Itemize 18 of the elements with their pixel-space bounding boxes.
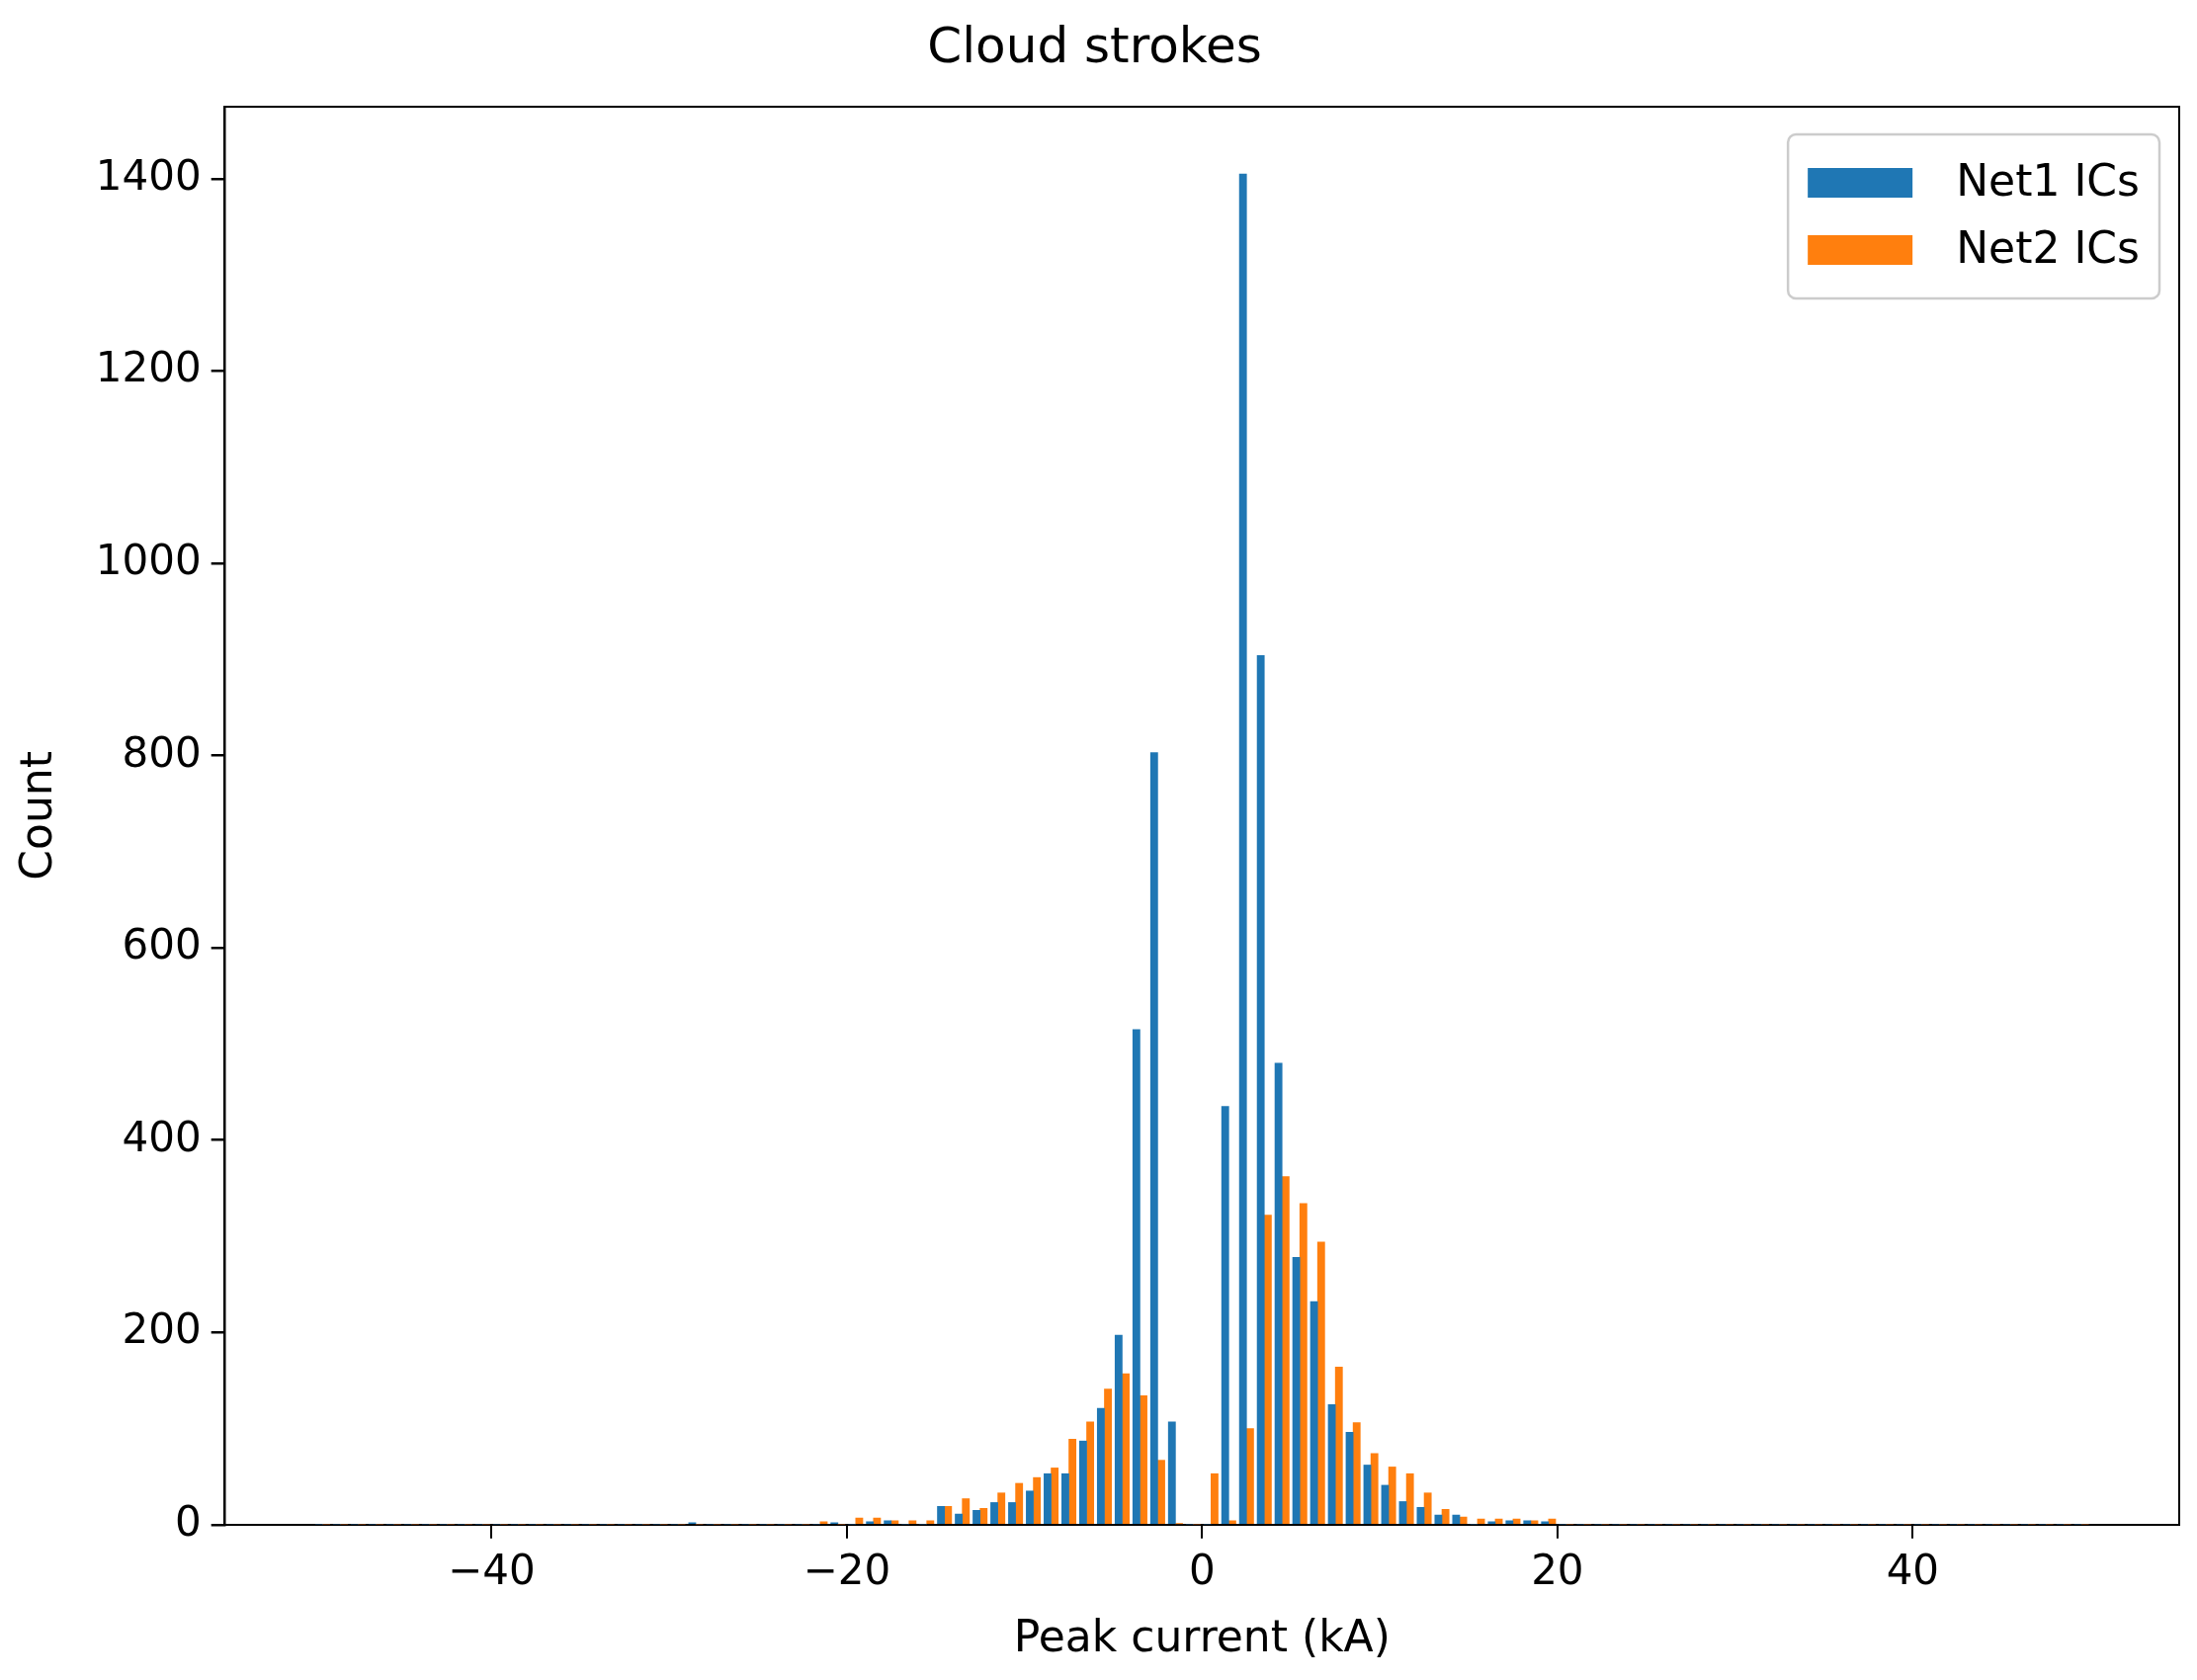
x-tick-label: −40 [448,1545,536,1594]
y-tick-label: 200 [122,1304,202,1354]
y-tick-label: 0 [174,1496,202,1546]
y-tick-label: 1000 [95,535,202,584]
y-axis-title: Count [10,751,61,881]
x-tick-label: 20 [1531,1545,1584,1594]
legend-label: Net2 ICs [1956,222,2140,274]
y-tick-label: 1400 [95,150,202,200]
chart-title: Cloud strokes [927,16,1262,74]
x-tick-label: −20 [803,1545,891,1594]
y-tick-label: 600 [122,920,202,969]
y-tick-label: 400 [122,1112,202,1161]
y-tick-label: 1200 [95,343,202,392]
x-tick-label: 0 [1188,1545,1216,1594]
y-tick-label: 800 [122,727,202,777]
x-axis-title: Peak current (kA) [1013,1611,1391,1662]
legend-label: Net1 ICs [1956,155,2140,207]
x-tick-label: 40 [1886,1545,1940,1594]
